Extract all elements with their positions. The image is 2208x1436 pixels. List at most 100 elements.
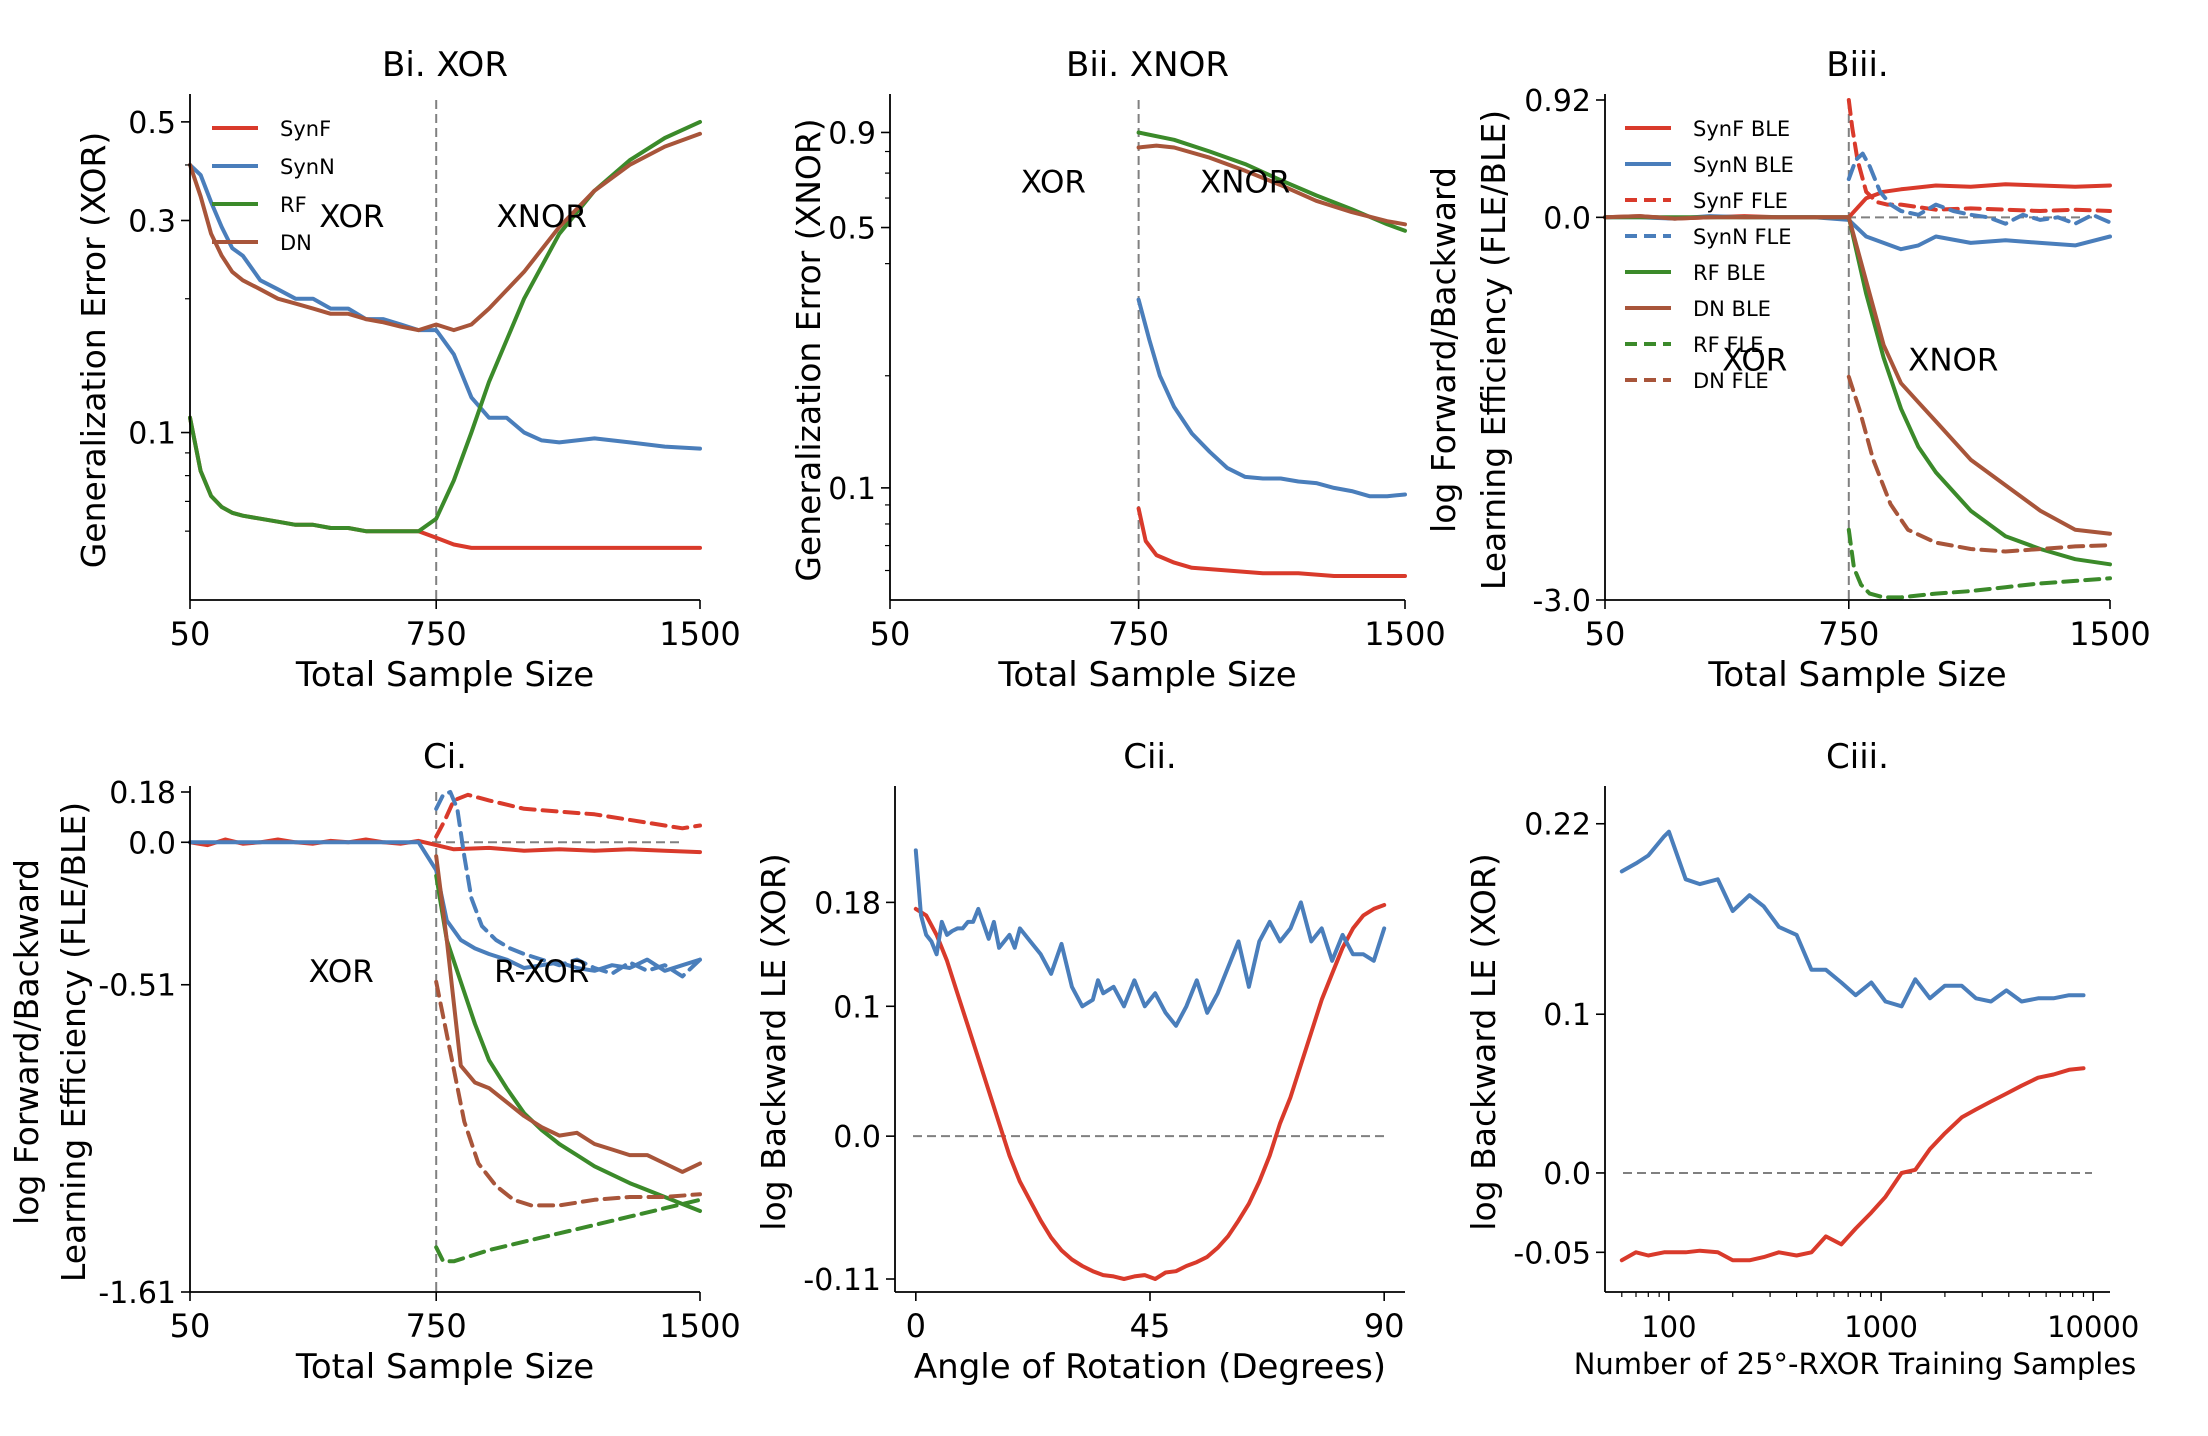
x-tick-label: 750 (1108, 615, 1169, 653)
region-annotation: XOR (1021, 165, 1086, 201)
panel-2: 50 750 1500 0.1 0.5 0.9 Bii. XNOR Total Sample … (789, 45, 1446, 695)
legend-label: SynF BLE (1693, 117, 1790, 141)
y-axis-label: log Forward/Backward (7, 859, 46, 1225)
series-line-dn-fle (1846, 374, 2112, 554)
y-tick-label: 0.0 (833, 1120, 881, 1155)
y-axis-label: Generalization Error (XOR) (74, 132, 113, 569)
x-axis-label: Total Sample Size (295, 655, 594, 695)
series-line-rf-fle (1846, 527, 2112, 600)
panel-title: Bi. XOR (382, 45, 508, 85)
y-tick-label: -0.51 (98, 969, 176, 1004)
legend-label: SynF FLE (1693, 189, 1788, 213)
x-tick-label: 0 (906, 1307, 926, 1345)
series-line-synn (913, 848, 1387, 1028)
series-line-synf-ble (1603, 182, 2112, 221)
legend-label: DN (280, 231, 312, 255)
y-tick-label: -3.0 (1532, 584, 1591, 619)
series-line-rf (188, 119, 702, 534)
y-axis-label: Generalization Error (XNOR) (789, 118, 828, 581)
x-tick-label: 10000 (2047, 1310, 2139, 1344)
series-line-rf-fle (434, 1197, 702, 1264)
legend: SynF BLE SynN BLE SynF FLE SynN FLE RF BLE DN… (1625, 117, 1794, 393)
x-tick-label: 1500 (659, 1307, 740, 1345)
y-tick-label: 0.5 (128, 106, 176, 141)
x-axis-label: Total Sample Size (295, 1347, 594, 1387)
x-tick-label: 750 (406, 615, 467, 653)
y-tick-label: 0.1 (828, 472, 876, 507)
series-line-synn-fle (1846, 151, 2112, 226)
panel-1: 50 750 1500 0.1 0.3 0.5 Bi. XOR Total Sample Si… (74, 45, 741, 695)
legend-label: DN BLE (1693, 297, 1771, 321)
panel-5: 0 45 90 0.18 0.1 0.0 -0.11 Cii. Angle of Rotatio… (754, 737, 1405, 1387)
x-tick-label: 750 (1818, 615, 1879, 653)
y-tick-label: 0.18 (814, 886, 881, 921)
region-annotation: XOR (319, 199, 384, 235)
y-tick-label: -1.61 (98, 1276, 176, 1311)
y-tick-label: 0.0 (128, 826, 176, 861)
series-line-rf-ble (1603, 215, 2112, 567)
legend-label: RF (280, 193, 307, 217)
y-tick-label: -0.11 (803, 1263, 881, 1298)
series-line-synn (1619, 829, 2086, 1009)
y-tick-label: 0.1 (128, 417, 176, 452)
x-tick-label: 50 (1585, 615, 1626, 653)
series-line-synf-fle (434, 792, 702, 839)
x-tick-label: 50 (170, 1307, 211, 1345)
legend-label: RF FLE (1693, 333, 1763, 357)
y-tick-label: 0.0 (1543, 1157, 1591, 1192)
x-tick-label: 1500 (2069, 615, 2150, 653)
x-tick-label: 100 (1641, 1310, 1696, 1344)
y-tick-label: 0.1 (1543, 998, 1591, 1033)
y-tick-label: 0.18 (109, 776, 176, 811)
legend-label: SynN BLE (1693, 153, 1794, 177)
series-line-synn (1136, 297, 1407, 499)
y-tick-label: 0.5 (828, 212, 876, 247)
series-line-synn-fle (434, 790, 702, 979)
series-line-synf (1619, 1066, 2086, 1263)
panel-title: Cii. (1123, 737, 1176, 777)
series-line-dn (188, 131, 702, 333)
region-annotation: R-XOR (494, 954, 589, 990)
legend-label: SynN (280, 155, 335, 179)
panel-title: Biii. (1826, 45, 1888, 85)
legend-label: DN FLE (1693, 369, 1769, 393)
y-axis-label: Learning Efficiency (FLE/BLE) (54, 802, 93, 1282)
series-line-synn (188, 162, 702, 451)
panel-title: Bii. XNOR (1066, 45, 1229, 85)
series-line-dn (1136, 143, 1407, 227)
y-axis-label: log Backward LE (XOR) (1464, 853, 1503, 1230)
y-tick-label: 0.3 (128, 204, 176, 239)
legend: SynF SynN RF DN (212, 117, 335, 255)
y-tick-label: 0.22 (1524, 808, 1591, 843)
y-axis-label: log Backward LE (XOR) (754, 853, 793, 1230)
region-annotation: XNOR (1908, 342, 1998, 378)
legend-label: SynN FLE (1693, 225, 1792, 249)
x-axis-label: Total Sample Size (997, 655, 1296, 695)
region-annotation: XNOR (1200, 165, 1290, 201)
x-tick-label: 90 (1364, 1307, 1405, 1345)
x-tick-label: 750 (406, 1307, 467, 1345)
region-annotation: XNOR (497, 199, 587, 235)
y-axis-label: log Forward/Backward (1424, 167, 1463, 533)
panel-3: 50 750 1500 0.92 0.0 -3.0 Biii. Total Sample Si… (1424, 45, 2151, 695)
panel-title: Ci. (423, 737, 467, 777)
series-line-dn-fle (434, 979, 702, 1208)
x-tick-label: 50 (870, 615, 911, 653)
x-tick-label: 50 (170, 615, 211, 653)
panel-6: 100 1000 10000 0.22 0.1 0.0 -0.05 Ciii. Number o… (1464, 737, 2139, 1381)
region-annotation: XOR (1722, 342, 1787, 378)
series-line-synf (913, 903, 1387, 1281)
x-axis-label: Angle of Rotation (Degrees) (914, 1347, 1386, 1387)
region-annotation: XOR (309, 954, 374, 990)
y-tick-label: 0.9 (828, 116, 876, 151)
legend-label: RF BLE (1693, 261, 1766, 285)
y-tick-label: 0.1 (833, 990, 881, 1025)
x-axis-label: Number of 25°-RXOR Training Samples (1574, 1347, 2137, 1381)
y-tick-label: 0.92 (1524, 84, 1591, 119)
series-line-synf (1136, 506, 1407, 578)
x-tick-label: 45 (1130, 1307, 1171, 1345)
legend-label: SynF (280, 117, 331, 141)
series-line-dn-ble (434, 854, 702, 1174)
x-axis-label: Total Sample Size (1707, 655, 2006, 695)
